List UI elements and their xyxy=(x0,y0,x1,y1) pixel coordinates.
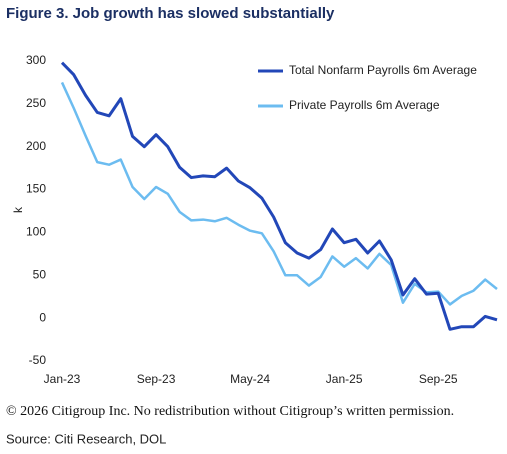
x-tick-label: Sep-25 xyxy=(419,372,458,386)
footnote: © 2026 Citigroup Inc. No redistribution … xyxy=(6,404,454,419)
x-tick-label: Jan-25 xyxy=(326,372,363,386)
y-axis-label: k xyxy=(11,206,25,213)
x-tick-label: May-24 xyxy=(230,372,270,386)
y-tick-label: 50 xyxy=(33,267,47,281)
y-tick-label: 0 xyxy=(39,310,46,324)
y-tick-label: -50 xyxy=(29,353,47,367)
x-tick-label: Sep-23 xyxy=(137,372,176,386)
chart-title: Figure 3. Job growth has slowed substant… xyxy=(6,5,335,22)
y-tick-label: 200 xyxy=(26,139,46,153)
x-tick-label: Jan-23 xyxy=(44,372,81,386)
legend-label: Total Nonfarm Payrolls 6m Average xyxy=(289,63,477,77)
y-tick-label: 150 xyxy=(26,182,46,196)
line-series xyxy=(60,61,498,331)
y-tick-label: 250 xyxy=(26,96,46,110)
y-tick-label: 300 xyxy=(26,53,46,67)
legend-label: Private Payrolls 6m Average xyxy=(289,98,440,112)
y-tick-label: 100 xyxy=(26,225,46,239)
source: Source: Citi Research, DOL xyxy=(6,431,166,446)
